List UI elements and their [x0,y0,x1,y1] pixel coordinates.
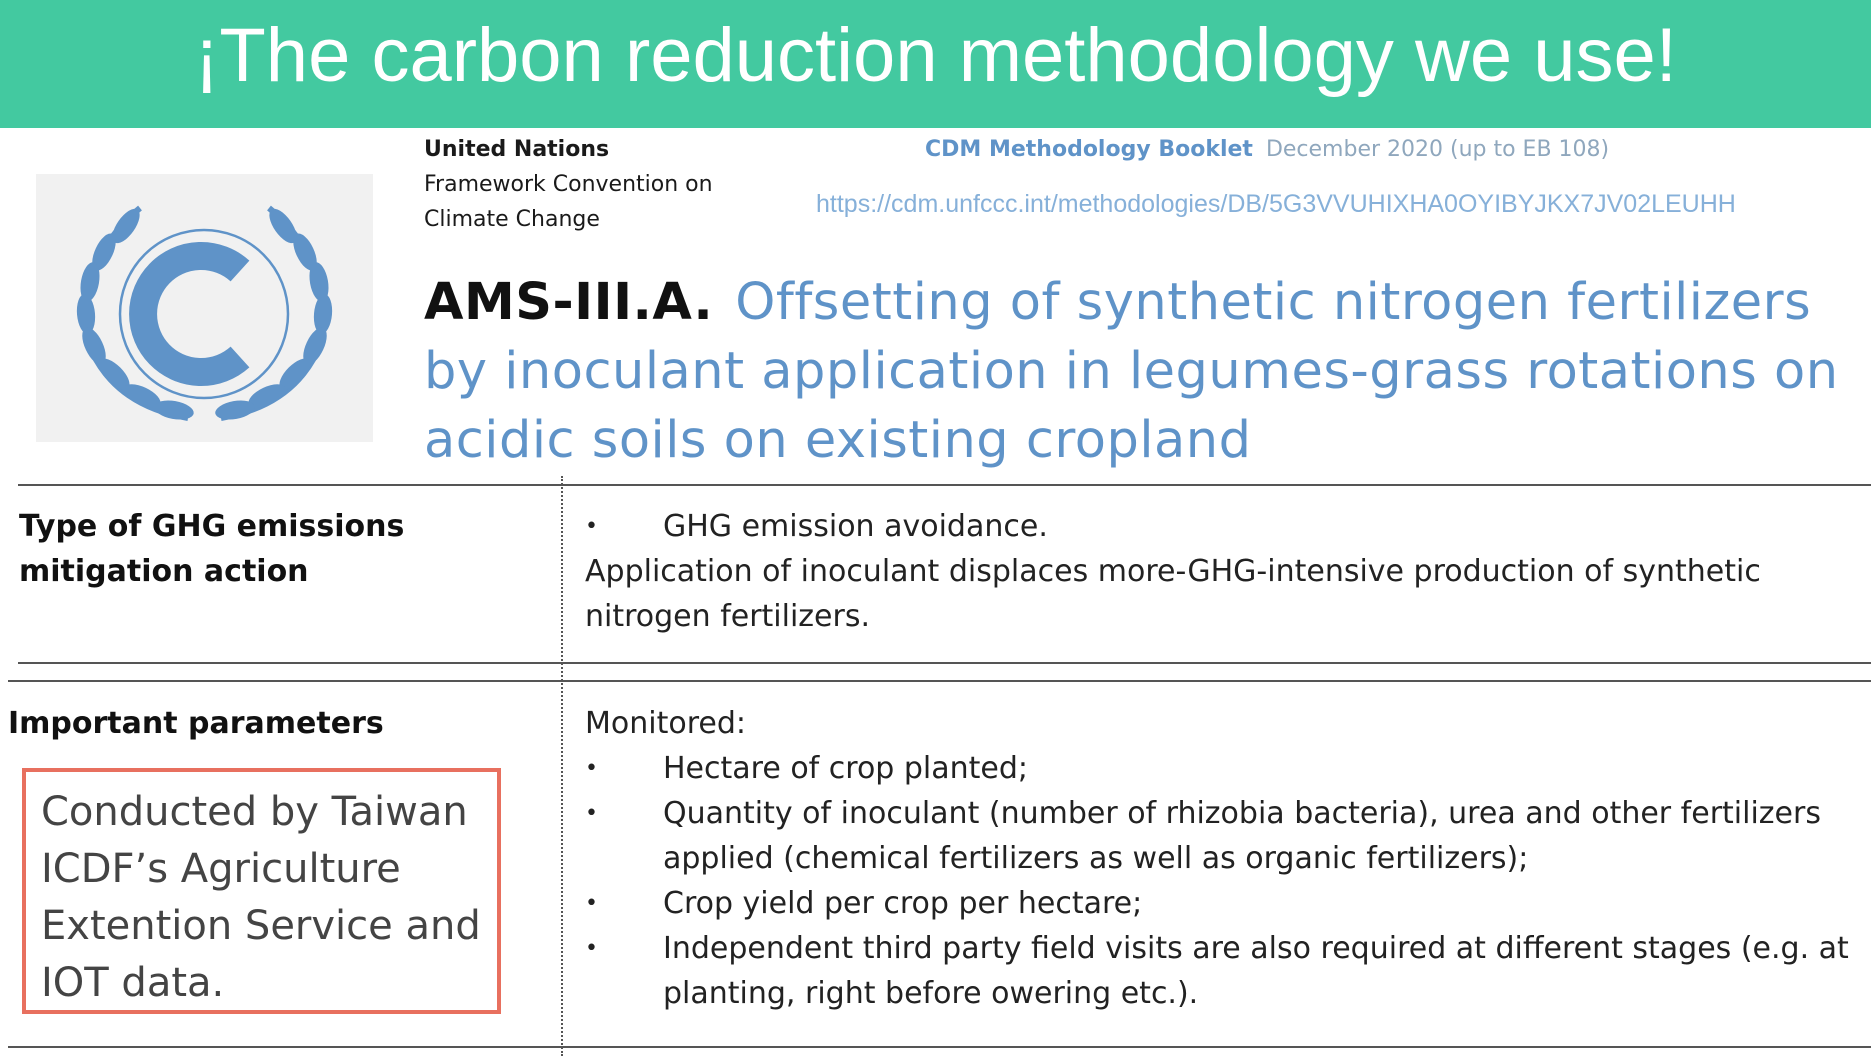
organization-name: United Nations Framework Convention on C… [424,132,713,237]
row-label-parameters: Important parameters [8,706,384,741]
booklet-title: CDM Methodology Booklet [925,137,1253,162]
methodology-name: Offsetting of synthetic nitrogen fertili… [424,273,1839,470]
org-line-2: Framework Convention on [424,172,713,197]
row1-description: Application of inoculant displaces more-… [585,554,1761,634]
table-top-rule [18,484,1871,486]
table-bottom-rule [8,1046,1871,1048]
row1-bottom-rule [18,662,1871,664]
list-item: Quantity of inoculant (number of rhizobi… [585,791,1855,881]
row2-content: Monitored: Hectare of crop planted; Quan… [585,701,1855,1016]
org-name: United Nations [424,137,610,162]
note-text: Conducted by Taiwan ICDF’s Agriculture E… [41,789,481,1006]
list-item: Crop yield per crop per hectare; [585,881,1855,926]
methodology-code: AMS-III.A. [424,273,714,332]
unfccc-emblem-icon [76,205,333,421]
banner-title: ¡The carbon reduction methodology we use… [194,13,1677,98]
list-item: Independent third party field visits are… [585,926,1855,1016]
column-divider [561,476,563,1056]
org-line-3: Climate Change [424,207,600,232]
list-item: GHG emission avoidance. [585,504,1855,549]
row-label-ghg-type: Type of GHG emissions mitigation action [19,509,405,589]
banner: ¡The carbon reduction methodology we use… [0,0,1871,128]
monitored-heading: Monitored: [585,706,746,741]
row1-content: GHG emission avoidance. Application of i… [585,504,1855,639]
unfccc-logo [36,174,373,442]
booklet-date: December 2020 (up to EB 108) [1265,137,1610,162]
note-box: Conducted by Taiwan ICDF’s Agriculture E… [22,768,501,1014]
methodology-title: AMS-III.A. Offsetting of synthetic nitrog… [424,268,1864,475]
source-url[interactable]: https://cdm.unfccc.int/methodologies/DB/… [816,190,1736,218]
booklet-header: CDM Methodology Booklet December 2020 (u… [925,132,1609,167]
row2-top-rule [8,680,1871,682]
list-item: Hectare of crop planted; [585,746,1855,791]
